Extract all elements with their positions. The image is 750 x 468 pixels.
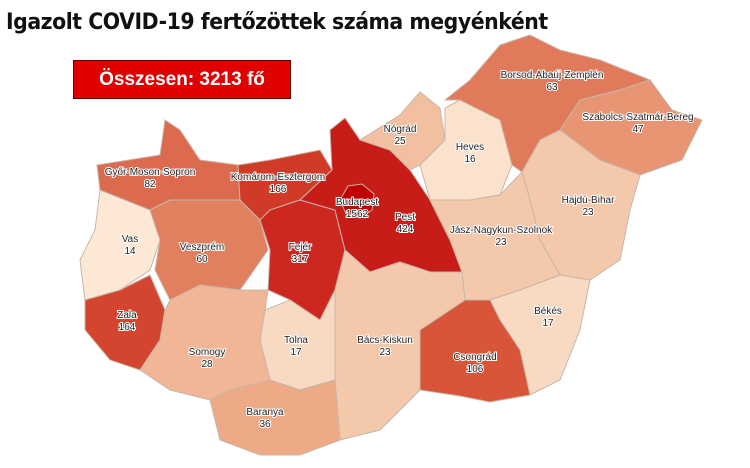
county-name-label: Pest xyxy=(395,212,415,223)
county-name-label: Jász-Nagykun-Szolnok xyxy=(450,225,553,236)
county-value-label: 317 xyxy=(292,254,309,265)
county-value-label: 36 xyxy=(259,419,271,430)
county-value-label: 14 xyxy=(124,246,136,257)
county-value-label: 17 xyxy=(290,347,302,358)
county-name-label: Hajdú-Bihar xyxy=(562,195,615,206)
map-title: Igazolt COVID-19 fertőzöttek száma megyé… xyxy=(6,10,548,35)
county-gyor-moson-sopron xyxy=(96,119,241,211)
county-name-label: Fejér xyxy=(289,242,312,253)
county-value-label: 63 xyxy=(546,82,558,93)
county-value-label: 166 xyxy=(270,184,287,195)
county-baranya xyxy=(209,379,341,456)
county-name-label: Bács-Kiskun xyxy=(357,335,413,346)
total-badge: Összesen: 3213 fő xyxy=(73,60,291,99)
county-budapest xyxy=(339,183,375,219)
county-name-label: Győr-Moson-Sopron xyxy=(105,167,196,178)
county-value-label: 28 xyxy=(201,359,213,370)
county-name-label: Komárom-Esztergom xyxy=(231,172,325,183)
county-name-label: Zala xyxy=(117,310,137,321)
county-value-label: 23 xyxy=(495,237,507,248)
county-name-label: Borsod-Abaúj-Zemplén xyxy=(501,70,604,81)
county-name-label: Tolna xyxy=(284,335,308,346)
county-name-label: Heves xyxy=(456,142,484,153)
county-value-label: 164 xyxy=(119,322,136,333)
county-name-label: Csongrád xyxy=(453,352,496,363)
county-name-label: Vas xyxy=(122,234,139,245)
county-value-label: 106 xyxy=(467,364,484,375)
county-value-label: 424 xyxy=(397,224,414,235)
county-value-label: 1562 xyxy=(346,209,369,220)
county-name-label: Szabolcs-Szatmár-Bereg xyxy=(582,112,693,123)
county-name-label: Nógrád xyxy=(384,124,417,135)
county-value-label: 25 xyxy=(394,136,406,147)
county-value-label: 17 xyxy=(542,318,554,329)
county-value-label: 82 xyxy=(144,179,156,190)
county-value-label: 47 xyxy=(632,124,644,135)
county-name-label: Baranya xyxy=(246,407,284,418)
county-name-label: Veszprém xyxy=(180,242,224,253)
county-value-label: 16 xyxy=(464,154,476,165)
county-value-label: 60 xyxy=(196,254,208,265)
county-name-label: Békés xyxy=(534,306,562,317)
county-value-label: 23 xyxy=(582,207,594,218)
county-name-label: Budapest xyxy=(336,197,378,208)
county-value-label: 23 xyxy=(379,347,391,358)
county-name-label: Somogy xyxy=(189,347,226,358)
